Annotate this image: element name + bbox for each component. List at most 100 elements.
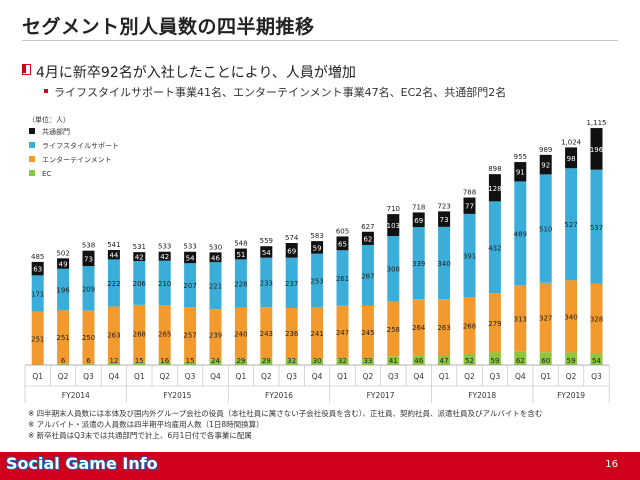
sub-bullet-icon xyxy=(44,89,48,93)
total-label: 989 xyxy=(539,146,552,154)
value-label-entertainment: 241 xyxy=(310,330,323,338)
bar-lifestyle xyxy=(514,181,527,286)
value-label-lifestyle: 510 xyxy=(539,226,552,234)
bar-common xyxy=(82,250,95,267)
total-label: 723 xyxy=(437,202,450,210)
bar-entertainment xyxy=(311,307,324,359)
bar-entertainment xyxy=(158,305,171,362)
value-label-lifestyle: 237 xyxy=(285,280,298,288)
bar-common xyxy=(590,128,603,170)
value-label-entertainment: 268 xyxy=(463,322,476,330)
bar-entertainment xyxy=(57,310,70,364)
bar-entertainment xyxy=(361,305,374,358)
legend-label-ec: EC xyxy=(42,170,51,178)
value-label-entertainment: 250 xyxy=(82,334,95,342)
value-label-lifestyle: 253 xyxy=(310,278,323,286)
value-label-ec: 30 xyxy=(313,357,322,365)
fiscal-year-label: FY2017 xyxy=(367,391,395,400)
value-label-lifestyle: 308 xyxy=(387,266,400,274)
value-label-common: 92 xyxy=(541,162,550,170)
quarter-tick-label: Q3 xyxy=(490,372,501,381)
bar-common xyxy=(31,261,44,276)
bar-entertainment xyxy=(387,301,400,357)
bar-lifestyle xyxy=(184,263,197,308)
value-label-ec: 6 xyxy=(61,357,66,365)
bar-ec xyxy=(82,363,95,365)
bar-lifestyle xyxy=(387,236,400,302)
bar-lifestyle xyxy=(565,168,578,281)
total-label: 538 xyxy=(82,242,95,250)
footnote-2: ※ アルバイト・派遣の人員数は四半期平均雇用人数（1日8時間換算） xyxy=(28,420,264,429)
value-label-common: 49 xyxy=(59,261,68,269)
quarter-tick-label: Q3 xyxy=(185,372,196,381)
footnote-3: ※ 新卒社員はQ3末では共通部門で計上、6月1日付で各事業に配属 xyxy=(28,431,252,440)
bar-common xyxy=(361,231,374,245)
total-label: 559 xyxy=(260,237,273,245)
value-label-lifestyle: 340 xyxy=(437,260,450,268)
value-label-common: 77 xyxy=(465,203,474,211)
bar-ec xyxy=(209,359,222,365)
value-label-entertainment: 251 xyxy=(31,335,44,343)
bar-ec xyxy=(565,352,578,365)
total-label: 605 xyxy=(336,227,349,235)
bar-entertainment xyxy=(133,304,146,362)
bar-entertainment xyxy=(590,283,603,354)
bar-common xyxy=(311,241,324,254)
value-label-ec: 29 xyxy=(262,357,271,365)
bar-entertainment xyxy=(565,280,578,353)
total-label: 898 xyxy=(488,165,501,173)
quarter-tick-label: Q3 xyxy=(591,372,602,381)
bar-entertainment xyxy=(336,305,349,359)
value-label-common: 42 xyxy=(135,254,144,262)
quarter-tick-label: Q3 xyxy=(286,372,297,381)
value-label-entertainment: 247 xyxy=(336,329,349,337)
quarter-tick-label: Q1 xyxy=(439,372,450,381)
bar-ec xyxy=(438,355,451,365)
bar-common xyxy=(387,214,400,237)
bar-ec xyxy=(184,361,197,365)
bar-common xyxy=(158,251,171,261)
fiscal-year-label: FY2018 xyxy=(468,391,496,400)
quarter-tick-label: Q3 xyxy=(388,372,399,381)
bar-common xyxy=(133,252,146,262)
total-label: 531 xyxy=(133,243,146,251)
total-label: 955 xyxy=(514,153,527,161)
value-label-entertainment: 313 xyxy=(514,316,527,324)
total-label: 627 xyxy=(361,223,374,231)
value-label-ec: 24 xyxy=(211,357,220,365)
quarter-tick-label: Q2 xyxy=(363,372,374,381)
page-title: セグメント別人員数の四半期推移 xyxy=(22,16,315,38)
value-label-ec: 16 xyxy=(160,357,169,365)
quarter-tick-label: Q1 xyxy=(337,372,348,381)
legend-label-entertainment: エンターテインメント xyxy=(42,155,112,164)
bar-ec xyxy=(336,358,349,365)
bar-ec xyxy=(514,351,527,365)
quarter-tick-label: Q1 xyxy=(32,372,43,381)
bar-entertainment xyxy=(285,308,298,359)
value-label-lifestyle: 207 xyxy=(183,282,196,290)
bar-lifestyle xyxy=(234,259,247,308)
bar-lifestyle xyxy=(209,262,222,310)
bar-common xyxy=(412,212,425,228)
value-label-entertainment: 340 xyxy=(564,313,577,321)
bar-ec xyxy=(539,352,552,365)
value-label-lifestyle: 209 xyxy=(82,285,95,293)
value-label-ec: 6 xyxy=(86,357,91,365)
title-divider xyxy=(22,40,618,41)
bar-common xyxy=(107,250,120,260)
bar-ec xyxy=(311,358,324,365)
value-label-ec: 46 xyxy=(414,357,423,365)
footer-bar xyxy=(0,452,640,480)
value-label-entertainment: 328 xyxy=(590,316,603,324)
bar-ec xyxy=(234,358,247,365)
value-label-lifestyle: 391 xyxy=(463,252,476,260)
value-label-common: 59 xyxy=(313,244,322,252)
value-label-lifestyle: 261 xyxy=(336,275,349,283)
value-label-common: 98 xyxy=(567,155,576,163)
quarter-tick-label: Q4 xyxy=(210,372,221,381)
bar-common xyxy=(539,154,552,175)
value-label-ec: 32 xyxy=(287,357,296,365)
legend-swatch-lifestyle xyxy=(29,142,35,148)
value-label-ec: 59 xyxy=(490,357,499,365)
bar-lifestyle xyxy=(412,227,425,300)
